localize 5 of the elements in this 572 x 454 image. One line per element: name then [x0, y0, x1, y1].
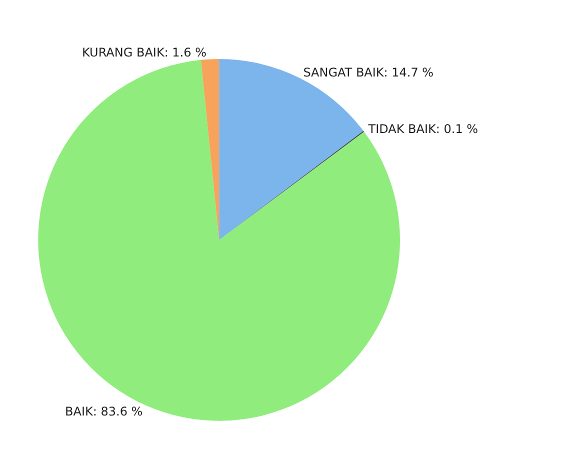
slice-label: KURANG BAIK: 1.6 % — [82, 45, 206, 60]
slice-label: TIDAK BAIK: 0.1 % — [367, 122, 478, 136]
slice-label: SANGAT BAIK: 14.7 % — [303, 65, 434, 80]
slice-label: BAIK: 83.6 % — [65, 404, 143, 418]
pie-slice — [200, 59, 220, 240]
